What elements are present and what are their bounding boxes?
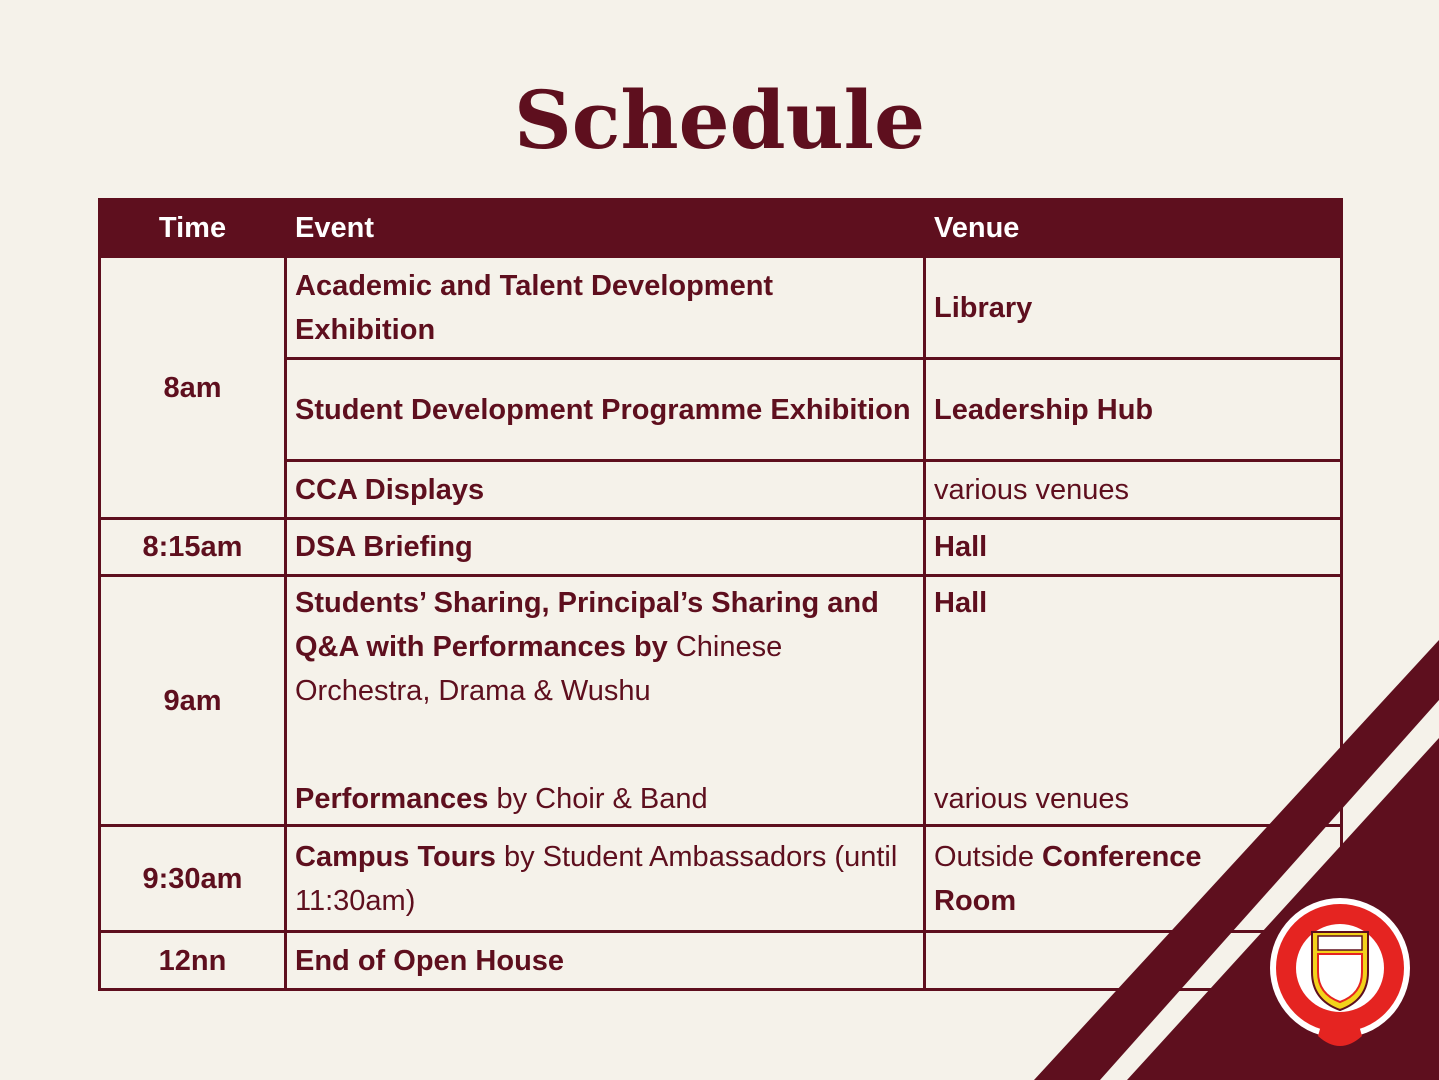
event-text-normal: by Choir & Band bbox=[488, 782, 708, 815]
venue-cell: Hall various venues bbox=[923, 574, 1343, 827]
venue-text-normal: Outside bbox=[934, 840, 1042, 873]
header-time: Time bbox=[98, 198, 287, 258]
header-row: Time Event Venue bbox=[98, 198, 1343, 258]
table-row: 9:30am Campus Tours by Student Ambassado… bbox=[98, 824, 1343, 933]
table-row: 12nn End of Open House bbox=[98, 930, 1343, 991]
event-cell: DSA Briefing bbox=[284, 517, 926, 577]
event-text-2: Performances by Choir & Band bbox=[295, 777, 915, 821]
time-cell: 9am bbox=[98, 574, 287, 827]
event-cell: Campus Tours by Student Ambassadors (unt… bbox=[284, 824, 926, 933]
time-cell: 8am bbox=[98, 255, 287, 520]
table-row: 8:15am DSA Briefing Hall bbox=[98, 517, 1343, 577]
event-cell: Students’ Sharing, Principal’s Sharing a… bbox=[284, 574, 926, 827]
venue-cell: Leadership Hub bbox=[923, 357, 1343, 462]
event-text-bold: Students’ Sharing, Principal’s Sharing a… bbox=[295, 586, 879, 663]
header-venue: Venue bbox=[923, 198, 1343, 258]
venue-text: Hall bbox=[934, 586, 988, 619]
table-row: CCA Displays various venues bbox=[100, 459, 1343, 520]
event-text-bold: Performances bbox=[295, 782, 489, 815]
venue-text-2: various venues bbox=[934, 782, 1130, 815]
event-cell: Academic and Talent Development Exhibiti… bbox=[284, 255, 926, 360]
event-cell: End of Open House bbox=[284, 930, 926, 991]
time-cell: 9:30am bbox=[98, 824, 287, 933]
venue-cell: Library bbox=[923, 255, 1343, 360]
time-cell: 12nn bbox=[98, 930, 287, 991]
page-title: Schedule bbox=[514, 73, 925, 167]
event-text: Students’ Sharing, Principal’s Sharing a… bbox=[295, 581, 915, 713]
venue-cell bbox=[923, 930, 1343, 991]
venue-cell: various venues bbox=[923, 459, 1343, 520]
table-row: Student Development Programme Exhibition… bbox=[100, 357, 1343, 462]
schedule-table: Time Event Venue 8am Academic and Talent… bbox=[98, 198, 1343, 991]
venue-cell: Hall bbox=[923, 517, 1343, 577]
event-text-bold: Campus Tours bbox=[295, 840, 496, 873]
event-text-normal: by Student Ambassadors (until 11:30am) bbox=[295, 840, 898, 917]
header-event: Event bbox=[284, 198, 926, 258]
event-text-normal: Chinese Orchestra, Drama & Wushu bbox=[295, 630, 783, 707]
venue-cell: Outside Conference Room bbox=[923, 824, 1343, 933]
table-row: 9am Students’ Sharing, Principal’s Shari… bbox=[98, 574, 1343, 827]
event-cell: CCA Displays bbox=[284, 459, 926, 520]
table-row: 8am Academic and Talent Development Exhi… bbox=[98, 255, 1343, 520]
time-cell: 8:15am bbox=[98, 517, 287, 577]
event-cell: Student Development Programme Exhibition bbox=[284, 357, 926, 462]
